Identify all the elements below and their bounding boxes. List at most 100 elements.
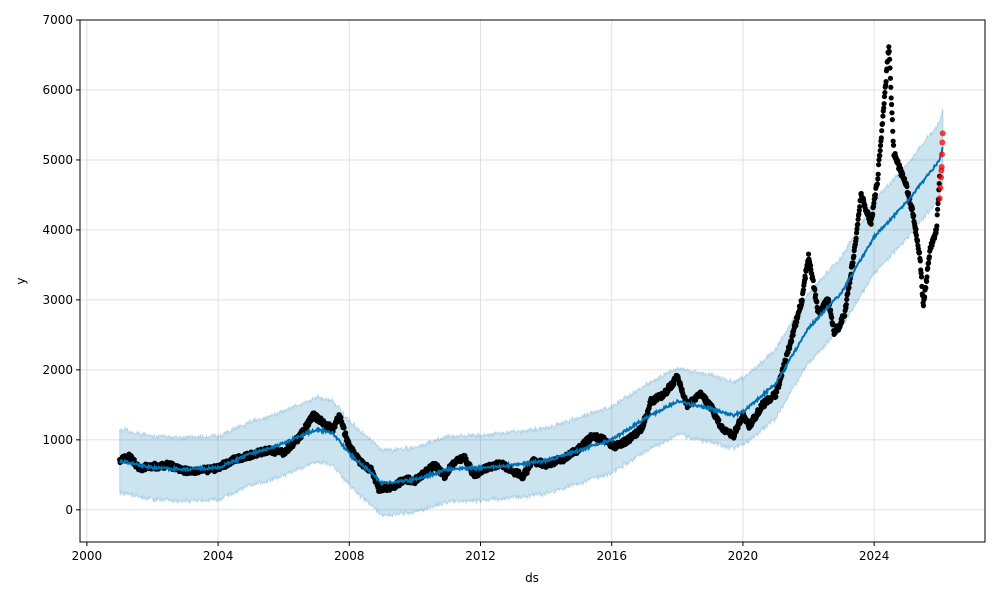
x-tick-label: 2004 [203, 549, 234, 563]
actual-point [923, 285, 929, 291]
actual-point [901, 176, 908, 182]
actual-point [735, 425, 741, 431]
actual-point [853, 235, 859, 241]
actual-point [827, 307, 834, 313]
y-tick-label: 2000 [42, 363, 73, 377]
actual-point [889, 117, 895, 123]
actual-point [888, 95, 894, 101]
test-point [936, 195, 943, 202]
test-point [939, 130, 946, 137]
actual-point [887, 65, 893, 71]
x-axis-label: ds [525, 571, 539, 585]
actual-point [805, 251, 812, 257]
actual-point [935, 206, 941, 212]
y-tick-label: 1000 [42, 433, 73, 447]
actual-point [881, 93, 888, 100]
actual-point [872, 192, 879, 198]
actual-point [829, 314, 835, 321]
actual-point [922, 294, 928, 300]
actual-point [918, 274, 925, 280]
actual-point [890, 142, 897, 148]
x-tick-label: 2016 [596, 549, 627, 563]
actual-point [338, 415, 344, 421]
actual-point [913, 226, 919, 232]
actual-point [850, 260, 856, 266]
actual-point [883, 79, 889, 85]
x-tick-label: 2024 [859, 549, 890, 563]
actual-point [917, 258, 923, 264]
actual-point [916, 249, 923, 255]
test-points [936, 130, 946, 202]
actual-point [877, 152, 883, 159]
actual-point [914, 237, 921, 244]
actual-point [854, 226, 860, 232]
actual-point [904, 183, 910, 190]
grid [80, 19, 985, 542]
plot-frame [79, 19, 986, 543]
actual-point [875, 171, 881, 177]
actual-point [878, 135, 884, 141]
actual-point [882, 89, 888, 96]
y-tick-label: 0 [65, 503, 73, 517]
actual-point [880, 113, 886, 119]
actual-point [813, 292, 819, 298]
test-point [938, 163, 945, 170]
actual-point [844, 296, 850, 303]
actual-point [830, 322, 836, 328]
y-axis-label: y [14, 277, 28, 284]
actual-point [789, 338, 795, 344]
actual-point [877, 142, 884, 149]
actual-point [843, 302, 849, 308]
forecast-line-path [119, 146, 944, 487]
test-point [937, 184, 944, 191]
actual-point [874, 181, 881, 187]
actual-point [925, 265, 931, 271]
actual-point [876, 157, 882, 163]
actual-point [926, 254, 932, 260]
actual-point [800, 287, 807, 293]
y-tick-label: 6000 [42, 83, 73, 97]
actual-point [790, 332, 796, 338]
actual-point [799, 297, 805, 303]
actual-point [875, 162, 882, 168]
x-tick-label: 2012 [465, 549, 496, 563]
actual-point [773, 394, 779, 400]
actual-point [887, 56, 893, 62]
actual-point [870, 211, 876, 217]
actual-point [855, 221, 861, 227]
actual-point [716, 417, 722, 423]
actual-point [875, 176, 881, 182]
actual-point [886, 48, 892, 55]
test-point [938, 174, 945, 181]
actual-point [924, 278, 930, 285]
actual-point [887, 75, 893, 81]
actual-point [889, 110, 895, 116]
test-point [939, 139, 946, 146]
actual-point [924, 274, 930, 280]
actual-point [934, 212, 940, 218]
actual-point [846, 284, 852, 291]
test-point [939, 151, 946, 158]
actual-point [868, 221, 874, 227]
actual-point [857, 204, 863, 210]
actual-point [810, 277, 816, 284]
forecast-line [119, 146, 944, 487]
actual-point [935, 200, 941, 207]
actual-point [888, 84, 894, 90]
actual-point [881, 101, 887, 107]
actual-point [851, 253, 857, 259]
actual-point [807, 262, 814, 269]
actual-point [913, 232, 919, 238]
actual-point [918, 270, 924, 276]
y-tick-label: 3000 [42, 293, 73, 307]
actual-point [855, 216, 861, 222]
actual-point [936, 180, 942, 187]
actual-point [934, 223, 940, 229]
actual-point [871, 200, 877, 206]
actual-point [886, 44, 892, 50]
actual-point [877, 147, 883, 154]
actual-point [909, 206, 916, 212]
actual-point [671, 381, 677, 387]
actual-point [341, 425, 347, 431]
actual-point [343, 430, 349, 436]
